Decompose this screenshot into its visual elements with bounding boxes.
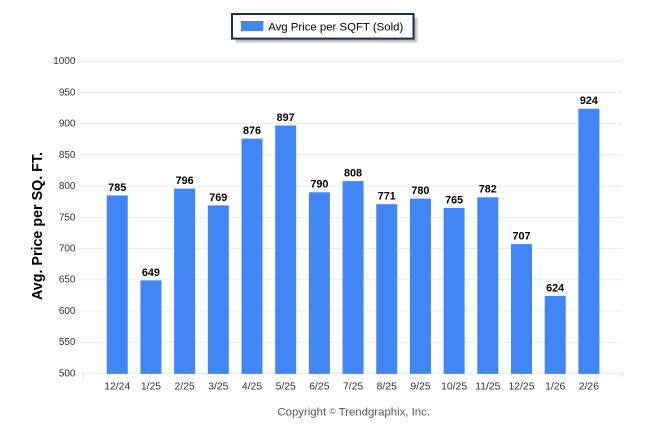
svg-text:500: 500 (59, 368, 76, 379)
svg-text:782: 782 (479, 184, 497, 196)
svg-text:12/24: 12/24 (104, 382, 130, 393)
svg-text:750: 750 (59, 212, 76, 223)
svg-text:876: 876 (243, 125, 261, 137)
svg-text:4/25: 4/25 (242, 382, 262, 393)
svg-text:12/25: 12/25 (508, 382, 534, 393)
svg-text:1/26: 1/26 (545, 382, 565, 393)
svg-text:808: 808 (344, 168, 362, 180)
svg-text:Copyright © Trendgraphix, Inc.: Copyright © Trendgraphix, Inc. (277, 406, 430, 419)
svg-text:Avg Price per SQFT (Sold): Avg Price per SQFT (Sold) (268, 22, 403, 34)
svg-text:649: 649 (142, 267, 160, 279)
svg-text:850: 850 (59, 150, 76, 161)
svg-text:769: 769 (209, 192, 227, 204)
svg-text:897: 897 (277, 112, 295, 124)
svg-text:Avg. Price per SQ. FT.: Avg. Price per SQ. FT. (30, 152, 46, 300)
svg-text:3/25: 3/25 (208, 382, 228, 393)
svg-text:8/25: 8/25 (377, 382, 397, 393)
svg-text:924: 924 (580, 95, 598, 107)
svg-text:900: 900 (59, 119, 76, 130)
svg-text:9/25: 9/25 (410, 382, 430, 393)
svg-text:2/25: 2/25 (175, 382, 195, 393)
svg-text:771: 771 (378, 191, 396, 203)
svg-text:780: 780 (411, 185, 429, 197)
svg-text:785: 785 (108, 182, 126, 194)
svg-text:11/25: 11/25 (475, 382, 500, 393)
svg-text:2/26: 2/26 (579, 382, 599, 393)
svg-text:1/25: 1/25 (141, 382, 161, 393)
svg-text:624: 624 (546, 282, 564, 294)
svg-text:6/25: 6/25 (309, 382, 329, 393)
svg-text:765: 765 (445, 194, 463, 206)
svg-text:796: 796 (176, 175, 194, 187)
svg-text:707: 707 (512, 231, 530, 243)
svg-text:1000: 1000 (53, 56, 76, 67)
svg-text:7/25: 7/25 (343, 382, 363, 393)
svg-text:5/25: 5/25 (276, 382, 296, 393)
svg-text:650: 650 (59, 275, 76, 286)
svg-text:800: 800 (59, 181, 76, 192)
svg-text:700: 700 (59, 244, 76, 255)
svg-text:550: 550 (59, 337, 76, 348)
svg-text:10/25: 10/25 (441, 382, 467, 393)
svg-text:790: 790 (310, 179, 328, 191)
svg-text:600: 600 (59, 306, 76, 317)
svg-text:950: 950 (59, 87, 76, 98)
